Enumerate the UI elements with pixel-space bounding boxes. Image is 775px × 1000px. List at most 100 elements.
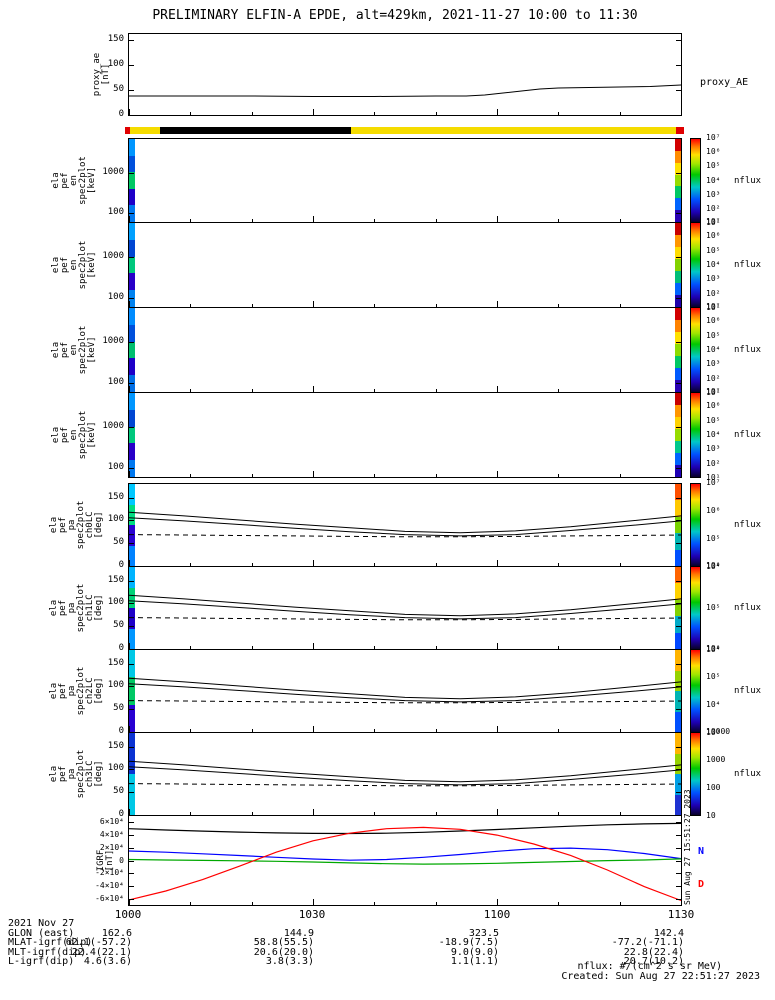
colorbar-units-label: nflux <box>734 260 762 270</box>
y-tick-label: 1000 <box>102 166 124 177</box>
x-tick-mark-minor <box>251 563 253 566</box>
y-tick-label: 100 <box>107 376 124 387</box>
spectrogram-bin <box>675 753 681 774</box>
spectrogram-data-strip <box>675 139 681 223</box>
colorbar-tick-label: 10³ <box>706 359 721 369</box>
y-tick-mark <box>129 115 134 116</box>
y-tick-mark <box>129 885 134 887</box>
spectrogram-bin <box>129 256 135 274</box>
y-tick-label: 50 <box>113 537 124 548</box>
x-tick-mark-minor <box>435 902 437 905</box>
spectrogram-bin <box>129 484 135 505</box>
ylabel-energy-spec-0: ela pef en spec2plot [keV] <box>51 156 97 205</box>
x-tick-mark-minor <box>374 474 376 477</box>
x-tick-mark <box>313 643 314 649</box>
x-tick-mark-minor <box>190 563 192 566</box>
footer-value: 20.6(20.0) <box>253 947 314 958</box>
colorbar-gradient <box>690 732 701 816</box>
y-tick-label: 0 <box>118 560 124 570</box>
panel-energy-spec-0: 1000 100 <box>102 138 682 223</box>
x-tick-mark-minor <box>558 389 560 392</box>
y-tick-mark <box>129 65 134 66</box>
spectrogram-data-strip <box>675 484 681 567</box>
spectrogram-bin <box>675 320 681 332</box>
series-lc-lower <box>128 766 682 786</box>
y-tick-mark <box>129 297 134 299</box>
footer-value: 144.9 <box>283 928 314 939</box>
spectrogram-bin <box>675 583 681 600</box>
x-tick-mark <box>129 643 130 649</box>
series-layer <box>128 677 682 704</box>
x-tick-label-1030: 1030 <box>298 908 326 921</box>
y-tick-mark <box>676 746 681 748</box>
y-tick-mark <box>676 467 681 469</box>
y-tick-mark <box>129 822 134 824</box>
x-tick-mark-minor <box>619 304 621 307</box>
spectrogram-bin <box>129 545 135 566</box>
y-tick-label: 4×10⁴ <box>99 830 124 840</box>
spectrogram-bin <box>675 405 681 417</box>
status-segment <box>351 127 676 134</box>
spectrogram-bin <box>129 608 135 629</box>
y-tick-mark <box>129 543 134 545</box>
x-tick-mark-minor <box>435 563 437 566</box>
series-label-N: N <box>698 846 705 858</box>
series-layer <box>128 760 682 787</box>
spectrogram-bin <box>675 465 681 477</box>
panel-energy-spec-3: 1000 100 <box>102 392 682 478</box>
colorbar-tick-label: 10² <box>706 203 721 213</box>
y-tick-mark <box>129 467 134 469</box>
spectrogram-bin <box>675 533 681 550</box>
series-D <box>128 826 682 902</box>
colorbar-tick-label: 1000 <box>706 754 726 764</box>
panel-pa-spec-ch2: 150 100 50 0 <box>108 649 682 736</box>
spectrogram-bin <box>129 273 135 291</box>
x-tick-mark-minor <box>190 812 192 815</box>
colorbar-energy-spec-1: 10⁷ 10⁶ 10⁵ 10⁴ 10³ 10² 10¹ nflux <box>690 218 775 312</box>
x-tick-mark <box>681 560 682 566</box>
y-tick-label: 0 <box>119 855 124 865</box>
y-tick-mark <box>129 847 134 849</box>
footer-label-mlat: MLAT-igrf(dip) <box>8 937 93 948</box>
colorbar-tick-label: 10² <box>706 288 721 298</box>
x-tick-mark-minor <box>251 729 253 732</box>
x-tick-mark-minor <box>374 729 376 732</box>
ylabel-pa-spec-ch1: ela pef pa spec2plot ch1LC [deg] <box>49 583 104 633</box>
spectrogram-bin <box>675 632 681 650</box>
footer-value: 323.5 <box>468 928 499 939</box>
spectrogram-bin <box>129 704 135 732</box>
spectrogram-bin <box>129 733 135 774</box>
y-tick-mark <box>129 626 134 628</box>
y-tick-mark <box>676 835 681 837</box>
x-tick-mark <box>129 301 130 307</box>
spectrogram-bin <box>129 393 135 410</box>
y-tick-mark <box>129 686 134 688</box>
y-tick-mark <box>676 497 681 499</box>
x-tick-mark <box>497 301 498 307</box>
spectrogram-bin <box>129 409 135 427</box>
colorbar-tick-label: 10⁶ <box>706 505 721 515</box>
y-tick-mark <box>129 427 134 429</box>
colorbar-tick-label: 10⁵ <box>706 415 721 425</box>
x-tick-mark-minor <box>374 646 376 649</box>
spectrogram-data-strip <box>129 733 135 815</box>
footer-value: 3.8(3.3) <box>265 956 314 967</box>
colorbar-tick-label: 10⁴ <box>706 430 721 439</box>
x-tick-mark-minor <box>374 812 376 815</box>
footer-value: -77.2(-71.1) <box>611 937 684 948</box>
spectrogram-bin <box>129 341 135 359</box>
x-tick-mark-minor <box>251 112 253 115</box>
spectrogram-bin <box>675 733 681 754</box>
spectrogram-bin <box>675 500 681 517</box>
x-tick-mark <box>313 216 314 222</box>
colorbar-pa-spec-ch2: 10⁶ 10⁵ 10⁴ 10³ nflux <box>690 645 775 737</box>
x-tick-mark <box>681 216 682 222</box>
y-tick-mark <box>129 520 134 522</box>
x-tick-mark <box>129 386 130 392</box>
x-tick-mark <box>313 301 314 307</box>
y-tick-mark <box>676 709 681 711</box>
series-N <box>128 847 682 861</box>
colorbar-tick-label: 10⁵ <box>706 603 721 612</box>
colorbar-tick-label: 100 <box>706 782 721 792</box>
